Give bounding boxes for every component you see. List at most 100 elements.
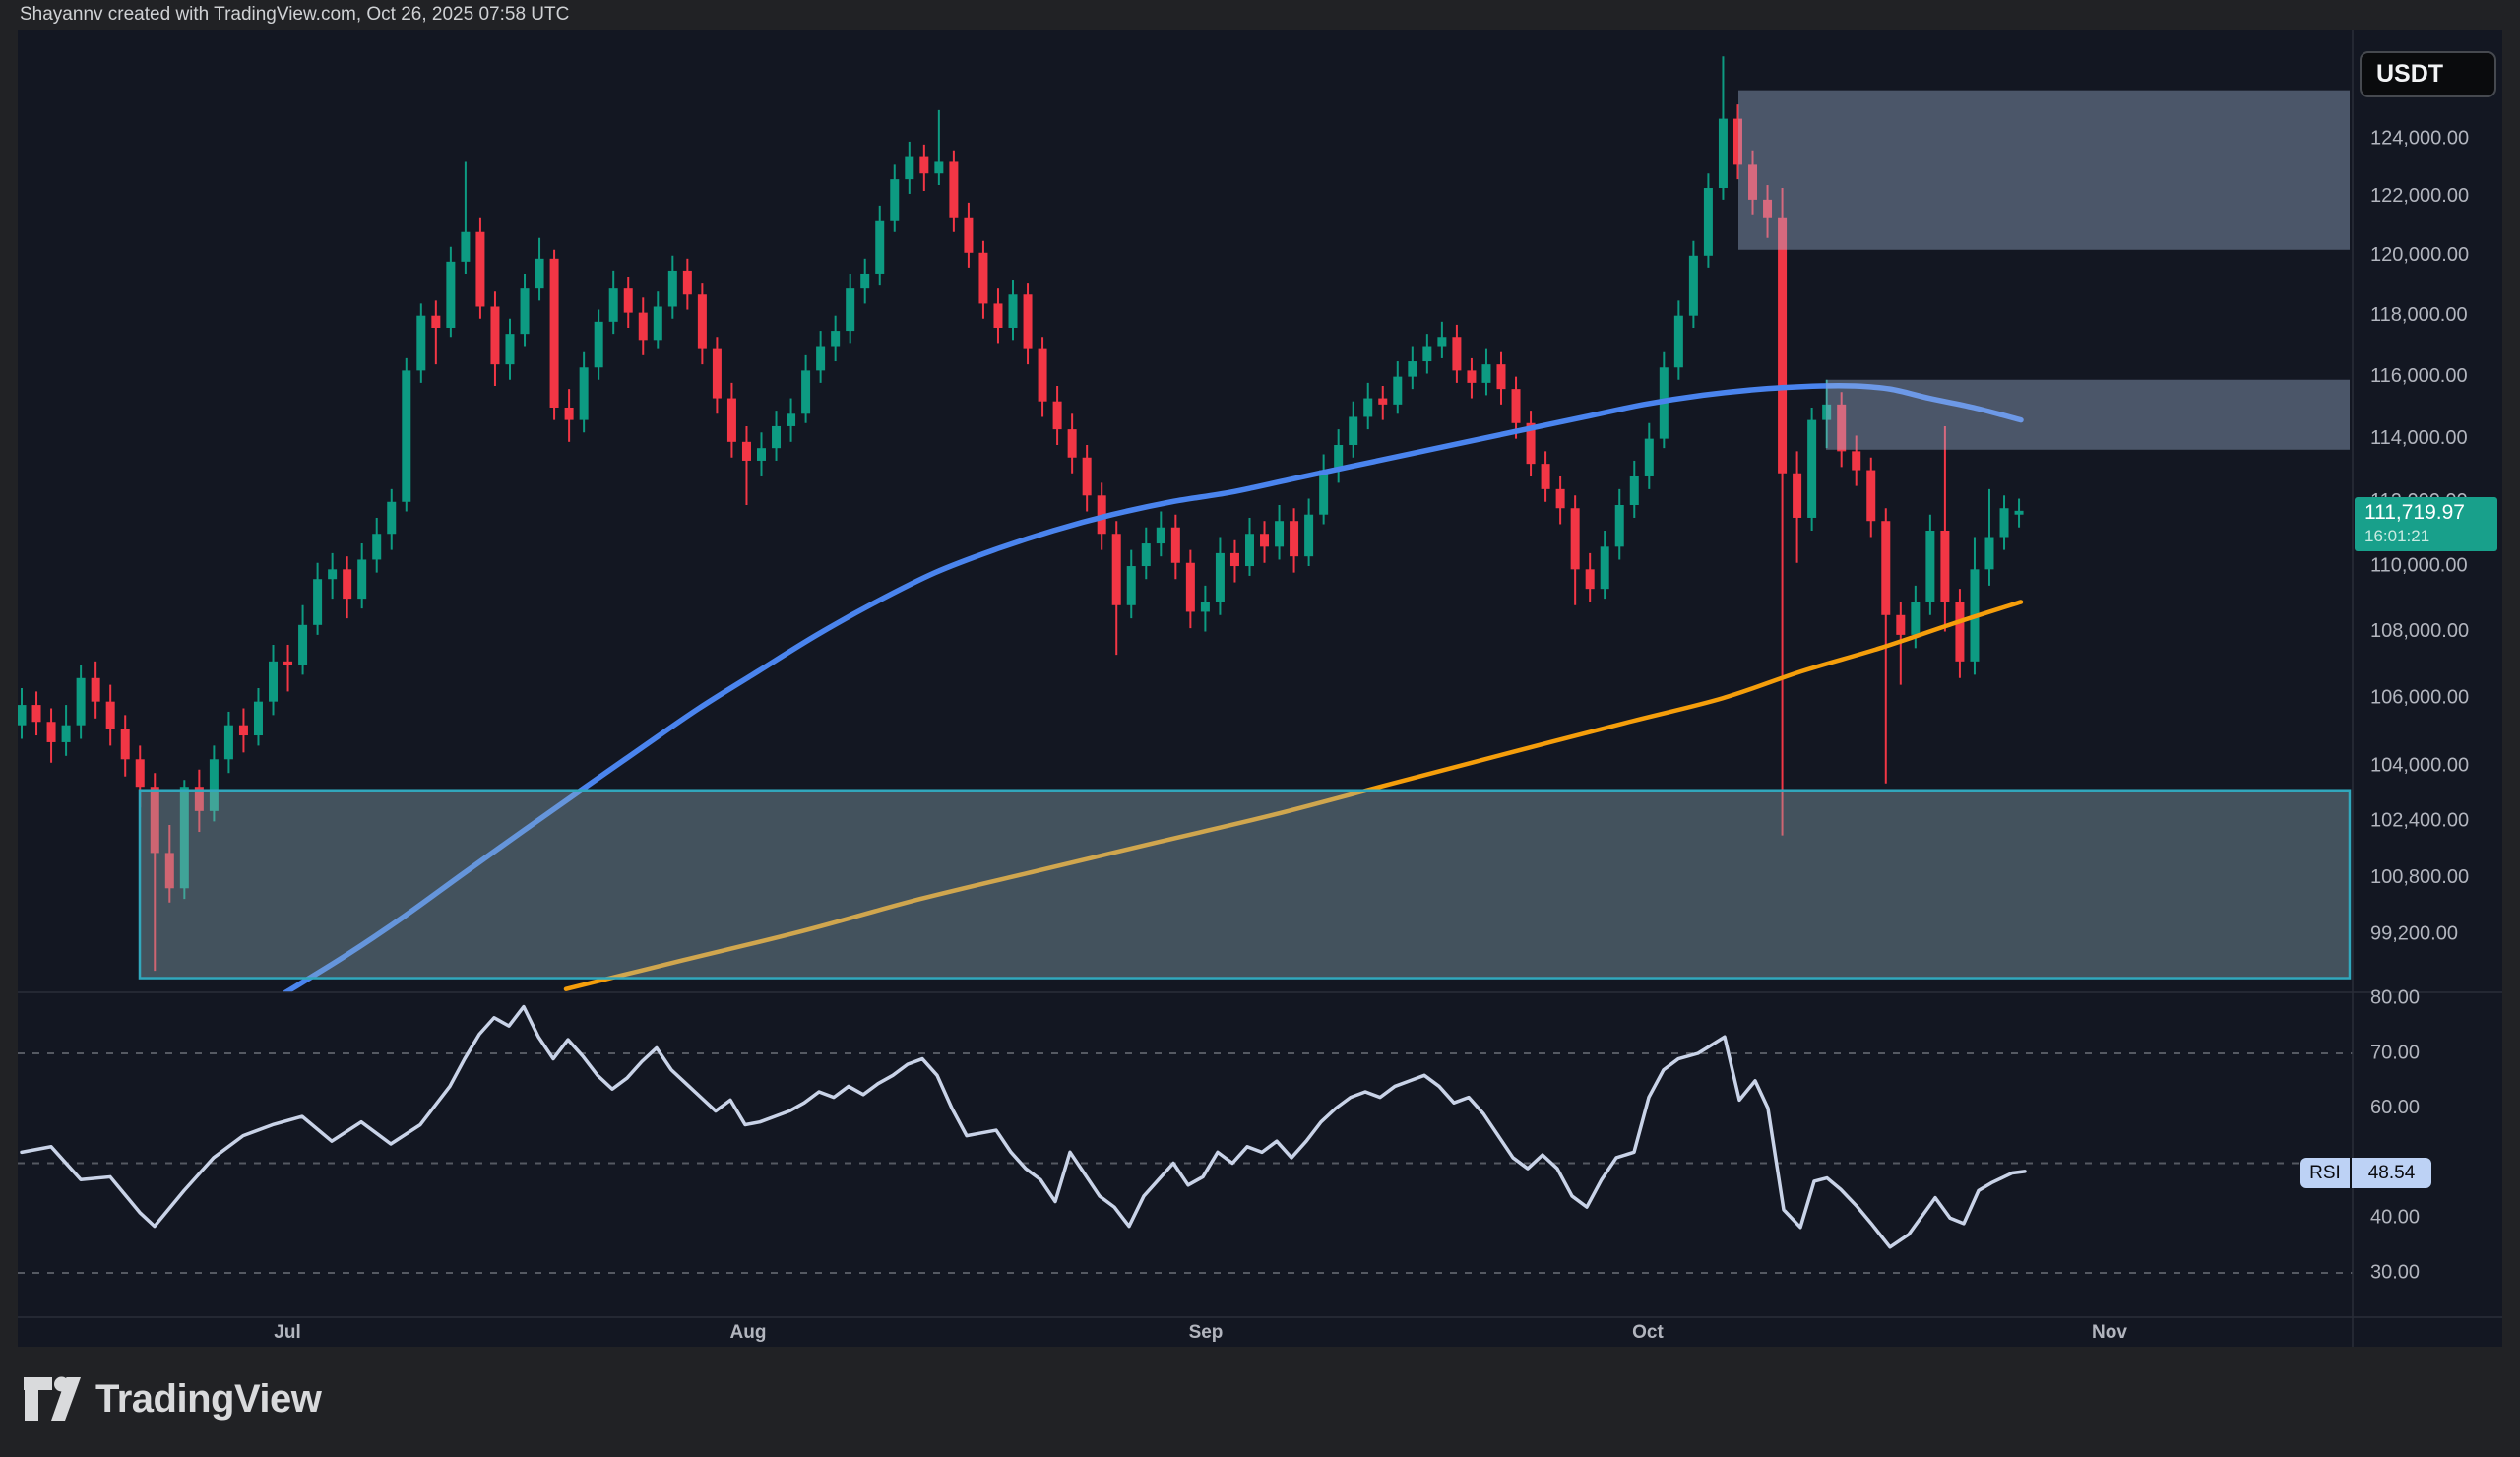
time-axis[interactable] <box>18 1317 2353 1347</box>
rsi-tick-label: 80.00 <box>2370 987 2420 1009</box>
rsi-label: RSI <box>2300 1158 2352 1188</box>
candle-down <box>697 294 707 349</box>
price-tick-label: 99,200.00 <box>2370 923 2458 945</box>
price-axis[interactable] <box>2353 30 2502 1317</box>
month-label-sep: Sep <box>1189 1322 1224 1343</box>
candle-up <box>772 425 782 449</box>
candle-down <box>919 156 929 174</box>
candle-down <box>1290 521 1299 557</box>
currency-toggle-badge[interactable]: USDT <box>2360 51 2496 97</box>
price-tick-label: 118,000.00 <box>2370 304 2468 326</box>
candle-down <box>1748 164 1758 200</box>
candle-up <box>1008 294 1018 328</box>
candle-up <box>816 346 826 371</box>
candle-down <box>1570 508 1580 570</box>
candle-down <box>564 407 574 420</box>
price-tick-label: 100,800.00 <box>2370 866 2469 888</box>
candle-up <box>1984 537 1994 570</box>
candle-up <box>298 624 308 665</box>
month-label-jul: Jul <box>274 1322 300 1343</box>
rsi-line <box>20 1004 2027 1249</box>
candle-up <box>179 787 189 889</box>
candle-up <box>1614 504 1624 547</box>
candle-down <box>1023 294 1033 349</box>
main-pane-layer <box>18 56 2352 992</box>
candle-down <box>490 306 500 365</box>
candle-down <box>1732 118 1742 165</box>
candle-down <box>150 787 159 854</box>
price-tick-label: 120,000.00 <box>2370 244 2469 266</box>
candle-down <box>1763 199 1773 218</box>
candle-up <box>1244 534 1254 567</box>
tradingview-logo[interactable]: TradingView <box>24 1376 322 1422</box>
candle-down <box>1881 521 1891 615</box>
candle-up <box>1393 376 1403 405</box>
candle-up <box>1422 346 1432 362</box>
candle-down <box>1082 457 1092 496</box>
candle-up <box>313 579 323 625</box>
candle-down <box>238 725 248 736</box>
price-tick-label: 122,000.00 <box>2370 185 2469 207</box>
candle-down <box>1852 451 1861 471</box>
candle-down <box>978 252 988 304</box>
candle-up <box>2014 510 2024 515</box>
rsi-tick-label: 70.00 <box>2370 1042 2420 1063</box>
candle-up <box>1718 118 1728 189</box>
candle-down <box>1511 389 1521 423</box>
ma-slow-line <box>563 600 2024 991</box>
candle-down <box>1541 464 1550 489</box>
price-tick-label: 106,000.00 <box>2370 687 2469 709</box>
candle-up <box>446 261 456 328</box>
candle-up <box>860 273 870 289</box>
candle-down <box>1526 422 1536 465</box>
candle-down <box>712 348 722 399</box>
candle-up <box>1319 470 1329 515</box>
candle-up <box>1703 188 1713 256</box>
candle-up <box>1629 475 1639 505</box>
candle-up <box>253 701 263 736</box>
supply-zone-upper <box>1738 90 2350 250</box>
candle-up <box>1408 361 1418 377</box>
last-price-value: 111,719.97 <box>2364 501 2465 524</box>
candle-up <box>1600 546 1609 590</box>
candle-down <box>194 787 204 811</box>
rsi-tick-label: 30.00 <box>2370 1261 2420 1283</box>
candle-up <box>608 288 618 322</box>
candle-up <box>76 677 86 726</box>
candle-down <box>1052 401 1062 430</box>
attribution-text: Shayannv created with TradingView.com, O… <box>20 4 570 25</box>
candle-up <box>269 661 279 702</box>
attribution-bar <box>0 0 2520 30</box>
candle-up <box>1349 416 1358 445</box>
price-tick-label: 110,000.00 <box>2370 554 2468 576</box>
candle-up <box>461 231 471 262</box>
candle-up <box>757 448 766 461</box>
candle-down <box>1837 404 1847 452</box>
month-label-aug: Aug <box>730 1322 767 1343</box>
candle-down <box>1555 488 1565 509</box>
price-tick-label: 108,000.00 <box>2370 620 2469 642</box>
candle-up <box>1999 508 2009 538</box>
candle-up <box>1822 404 1832 420</box>
candle-up <box>787 413 796 426</box>
chart-main-pane[interactable] <box>18 30 2502 1347</box>
candle-up <box>1807 419 1817 518</box>
candle-up <box>1925 530 1935 602</box>
price-tick-label: 124,000.00 <box>2370 127 2469 149</box>
price-tick-label: 102,400.00 <box>2370 810 2469 832</box>
candle-down <box>46 722 56 742</box>
candle-down <box>164 853 174 889</box>
candle-up <box>905 156 914 180</box>
candle-down <box>1185 562 1195 612</box>
candle-up <box>875 220 885 274</box>
candle-down <box>1496 364 1506 390</box>
candle-down <box>1866 470 1876 522</box>
candle-down <box>431 315 441 328</box>
candle-up <box>801 370 811 414</box>
candle-up <box>846 288 855 332</box>
month-label-oct: Oct <box>1632 1322 1664 1343</box>
candle-down <box>1378 398 1388 405</box>
candle-down <box>1170 527 1180 563</box>
candle-down <box>1585 569 1595 590</box>
candle-countdown: 16:01:21 <box>2364 527 2430 545</box>
